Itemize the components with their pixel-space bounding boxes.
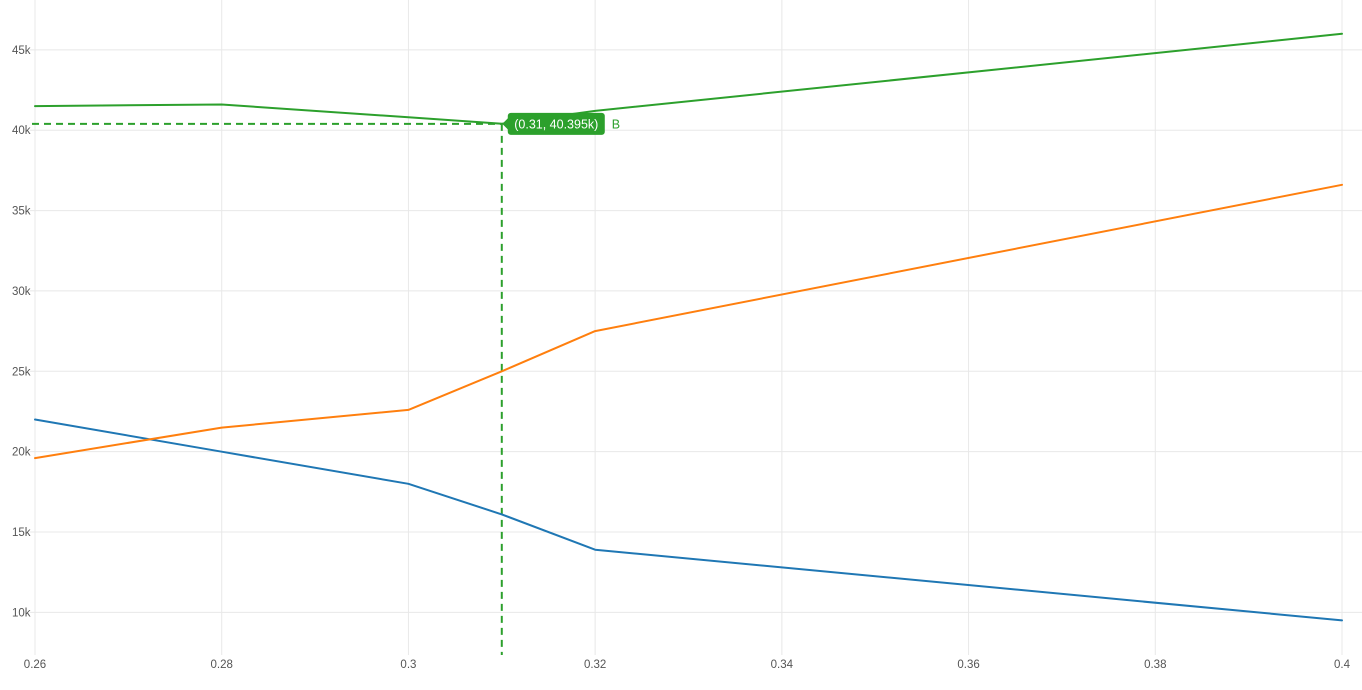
tooltip-series-name: B [612,117,620,131]
tooltip-caret [502,117,509,131]
x-tick-label: 0.36 [957,659,979,671]
y-tick-label: 30k [12,286,31,298]
tooltip-text: (0.31, 40.395k) [514,117,598,131]
x-tick-label: 0.34 [771,659,794,671]
y-tick-label: 40k [12,125,31,137]
x-tick-label: 0.28 [211,659,233,671]
y-tick-label: 15k [12,527,31,539]
series-line-B[interactable] [34,32,1343,125]
tooltip-bubble [507,112,605,135]
y-tick-label: 25k [12,366,31,378]
y-tick-label: 45k [12,45,31,57]
series-line-trace-1[interactable] [34,183,1343,460]
y-tick-label: 10k [12,607,31,619]
x-tick-label: 0.3 [400,659,416,671]
x-tick-label: 0.38 [1144,659,1166,671]
series-line-trace-0[interactable] [34,418,1343,622]
y-tick-label: 35k [12,206,31,218]
x-tick-label: 0.4 [1334,659,1351,671]
y-tick-label: 20k [12,447,31,459]
x-tick-label: 0.32 [584,659,606,671]
x-tick-label: 0.26 [24,659,46,671]
hover-tooltip: (0.31, 40.395k) B [502,112,620,135]
